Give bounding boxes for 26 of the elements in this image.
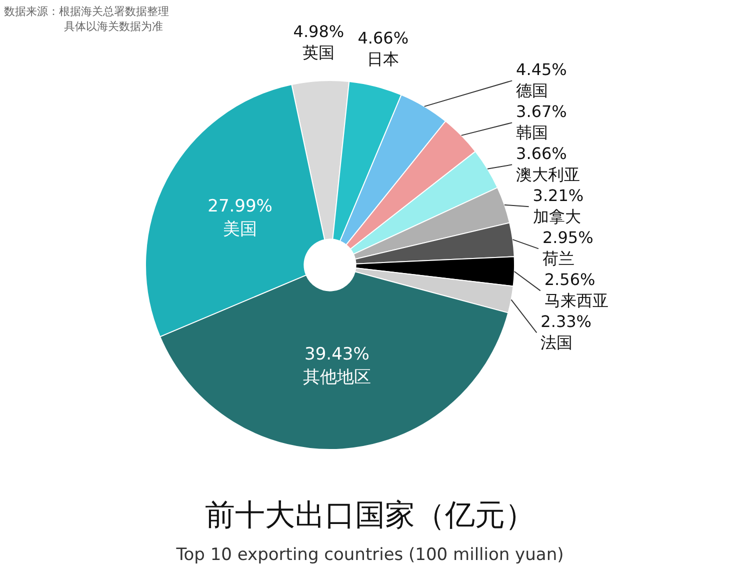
data-label: 3.21%: [532, 186, 584, 205]
data-label: 39.43%: [304, 344, 370, 365]
data-label: 3.66%: [516, 144, 567, 163]
data-label: 4.98%: [293, 22, 344, 41]
slice-label: 其他地区: [302, 368, 371, 388]
slice-label: 澳大利亚: [516, 164, 580, 184]
text: Top 10 exporting countries (100 million yuan): [175, 545, 565, 565]
slice-label: 德国: [516, 80, 548, 100]
slice-label: 马来西亚: [544, 290, 608, 310]
data-label: 3.67%: [516, 102, 567, 121]
slice-label: 法国: [540, 332, 573, 352]
slice-label: 美国: [223, 219, 258, 240]
source-note: 数据来源：根据海关总署数据整理: [4, 4, 169, 19]
data-label: 4.66%: [358, 28, 409, 48]
data-label: 4.45%: [516, 60, 567, 79]
slice-label: 荷兰: [542, 248, 574, 268]
text: 前十大出口国家（亿元）: [204, 497, 536, 535]
text: 具体以海关数据为准: [63, 19, 164, 34]
data-label: 2.95%: [542, 228, 594, 247]
slice-label: 加拿大: [532, 206, 581, 226]
slice-label: 英国: [302, 42, 335, 62]
slice-label: 韩国: [516, 122, 548, 142]
data-label: 27.99%: [208, 196, 272, 216]
slice-label: 日本: [367, 49, 400, 68]
data-label: 2.33%: [540, 312, 592, 331]
data-label: 2.56%: [544, 270, 596, 289]
